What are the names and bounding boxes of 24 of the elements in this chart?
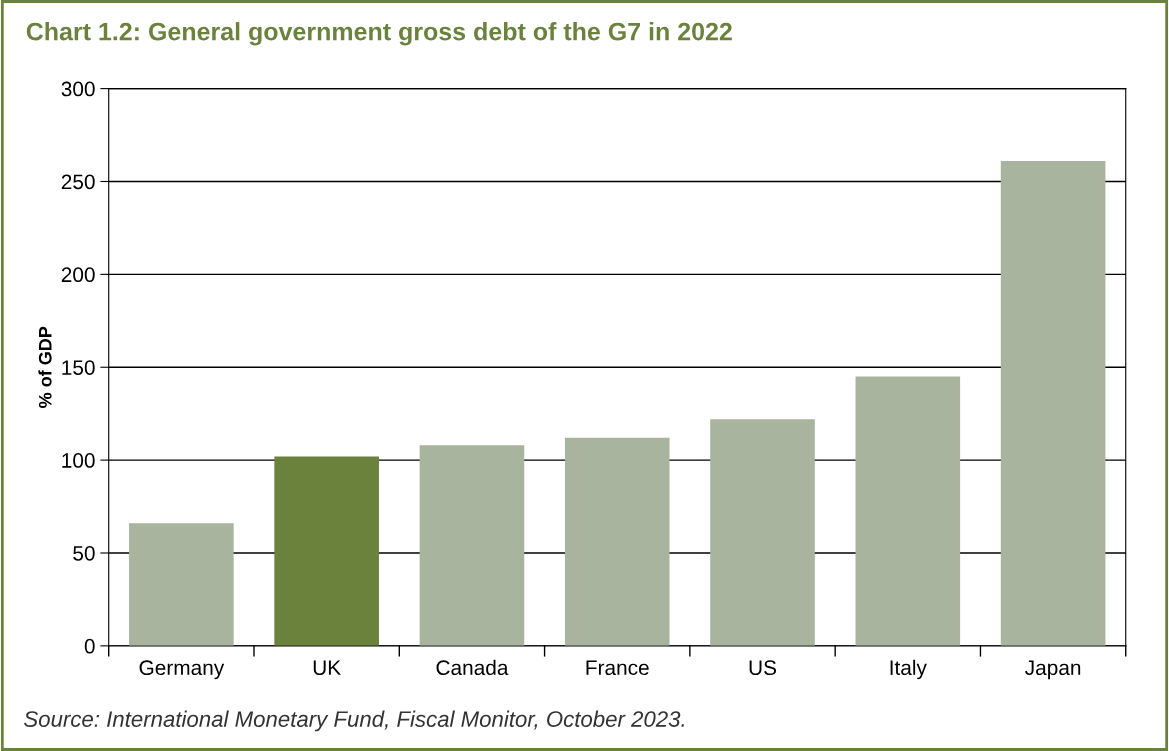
x-tick-label: US — [749, 660, 777, 676]
chart-title: Chart 1.2: General government gross debt of the G7 in 2022 — [26, 22, 732, 46]
y-tick-label: 300 — [61, 81, 95, 97]
x-tick-label: Germany — [139, 660, 225, 680]
bar — [564, 437, 670, 646]
x-tick-label: Canada — [436, 659, 509, 676]
bar — [855, 376, 961, 646]
x-tick-label: Italy — [890, 659, 927, 680]
bar — [129, 523, 234, 646]
bar — [1000, 161, 1106, 646]
bar — [274, 456, 379, 646]
source-note: Source: International Monetary Fund, Fiscal Monitor, October 2023. — [24, 710, 684, 732]
x-tick-label: UK — [313, 660, 341, 676]
y-tick-label: 250 — [61, 174, 95, 190]
y-tick-label: 50 — [73, 545, 95, 561]
bar — [710, 419, 815, 646]
x-tick-label: France — [586, 660, 649, 676]
y-tick-label: 200 — [61, 267, 95, 283]
y-axis-title: % of GDP — [38, 326, 52, 408]
y-tick-label: 100 — [62, 453, 95, 468]
bar — [419, 445, 525, 646]
y-tick-label: 150 — [62, 360, 95, 375]
y-tick-label: 0 — [84, 638, 95, 654]
x-tick-label: Japan — [1025, 660, 1081, 680]
